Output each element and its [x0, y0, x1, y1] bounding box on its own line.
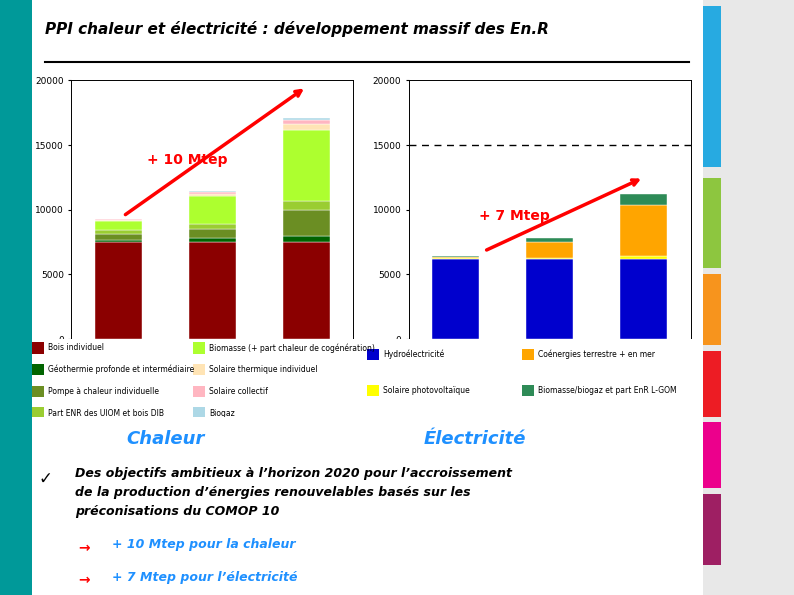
- Bar: [526, 258, 573, 259]
- Bar: [193, 386, 205, 397]
- Bar: [193, 342, 205, 353]
- Bar: [95, 219, 142, 220]
- Bar: [32, 386, 44, 397]
- Bar: [526, 259, 573, 339]
- Text: Solaire collectif: Solaire collectif: [209, 387, 268, 396]
- Bar: [32, 364, 44, 375]
- Bar: [189, 229, 236, 238]
- Text: Chaleur: Chaleur: [127, 430, 205, 448]
- Text: + 7 Mtep pour l’électricité: + 7 Mtep pour l’électricité: [112, 571, 298, 584]
- Bar: [283, 118, 330, 120]
- Text: Part ENR des UIOM et bois DIB: Part ENR des UIOM et bois DIB: [48, 409, 164, 418]
- Text: PPI chaleur et électricité : développement massif des En.R: PPI chaleur et électricité : développeme…: [45, 21, 549, 37]
- Bar: [193, 408, 205, 419]
- Bar: [189, 193, 236, 196]
- Bar: [433, 257, 480, 258]
- Bar: [283, 236, 330, 242]
- Bar: [95, 240, 142, 242]
- Bar: [95, 234, 142, 240]
- Text: ✓: ✓: [38, 470, 52, 488]
- Bar: [522, 385, 534, 396]
- Bar: [620, 194, 667, 205]
- Text: Bois individuel: Bois individuel: [48, 343, 104, 352]
- Bar: [189, 192, 236, 193]
- Text: Biomasse/biogaz et part EnR L-GOM: Biomasse/biogaz et part EnR L-GOM: [538, 386, 676, 395]
- Text: Solaire thermique individuel: Solaire thermique individuel: [209, 365, 318, 374]
- Bar: [526, 238, 573, 242]
- Bar: [189, 196, 236, 224]
- Bar: [433, 259, 480, 339]
- Text: Solaire photovoltaïque: Solaire photovoltaïque: [384, 386, 470, 395]
- Bar: [283, 242, 330, 339]
- Bar: [32, 408, 44, 419]
- Text: Géothermie profonde et intermédiaire: Géothermie profonde et intermédiaire: [48, 365, 194, 374]
- Text: →: →: [79, 574, 91, 587]
- Text: Électricité: Électricité: [423, 430, 526, 448]
- Bar: [522, 349, 534, 360]
- Text: + 10 Mtep: + 10 Mtep: [147, 154, 227, 167]
- Bar: [189, 238, 236, 242]
- Bar: [95, 230, 142, 234]
- Bar: [526, 242, 573, 258]
- Bar: [189, 242, 236, 339]
- Text: Biogaz: Biogaz: [209, 409, 235, 418]
- Bar: [283, 124, 330, 130]
- Text: Hydroélectricité: Hydroélectricité: [384, 350, 445, 359]
- Text: Des objectifs ambitieux à l’horizon 2020 pour l’accroissement
de la production d: Des objectifs ambitieux à l’horizon 2020…: [75, 468, 512, 518]
- Text: + 10 Mtep pour la chaleur: + 10 Mtep pour la chaleur: [112, 538, 296, 551]
- Bar: [32, 342, 44, 353]
- Text: →: →: [79, 541, 91, 555]
- Bar: [620, 259, 667, 339]
- Bar: [189, 191, 236, 192]
- Bar: [283, 201, 330, 210]
- Bar: [433, 256, 480, 257]
- Bar: [367, 385, 380, 396]
- Bar: [433, 258, 480, 259]
- Bar: [95, 242, 142, 339]
- Bar: [283, 210, 330, 236]
- Bar: [95, 220, 142, 221]
- Bar: [95, 221, 142, 230]
- Bar: [367, 349, 380, 360]
- Bar: [189, 224, 236, 229]
- Bar: [620, 205, 667, 256]
- Bar: [283, 120, 330, 124]
- Bar: [620, 256, 667, 259]
- Text: + 7 Mtep: + 7 Mtep: [480, 209, 550, 223]
- Text: Coénergies terrestre + en mer: Coénergies terrestre + en mer: [538, 350, 654, 359]
- Text: Biomasse (+ part chaleur de cogénération): Biomasse (+ part chaleur de cogénération…: [209, 343, 375, 353]
- Text: Pompe à chaleur individuelle: Pompe à chaleur individuelle: [48, 387, 159, 396]
- Bar: [283, 130, 330, 201]
- Bar: [193, 364, 205, 375]
